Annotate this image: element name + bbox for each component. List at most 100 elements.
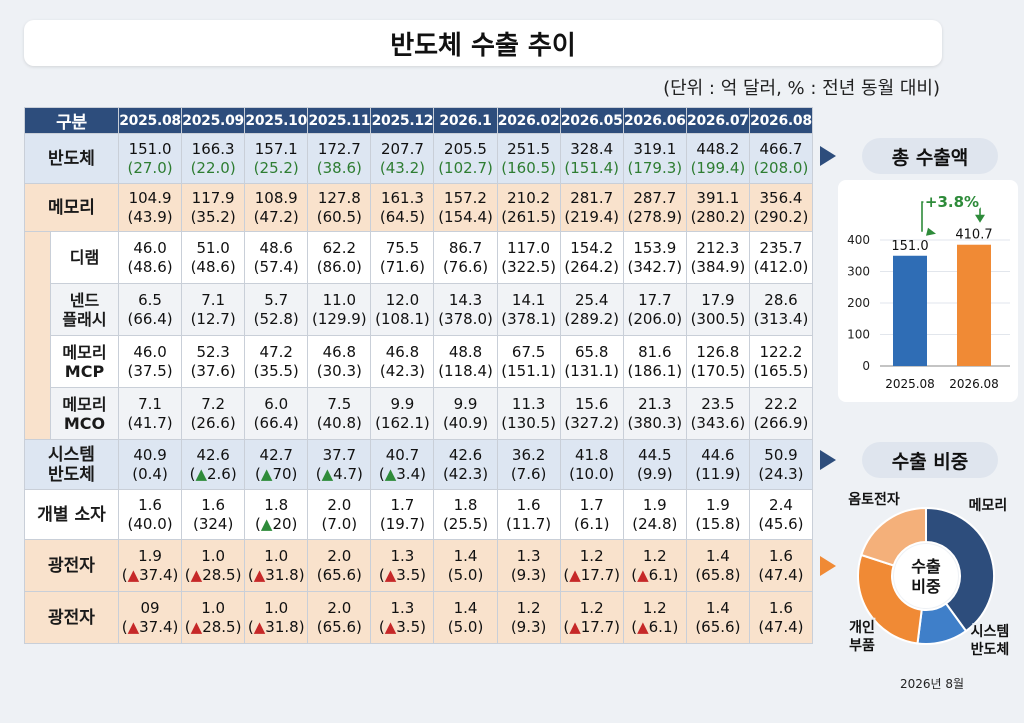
cell-yoy: (47.4): [758, 617, 804, 636]
cell-value: 67.5: [511, 342, 546, 361]
cell-value: 391.1: [696, 188, 740, 207]
cell-yoy: (290.2): [753, 207, 809, 226]
cell-value: 41.8: [575, 445, 609, 464]
table-cell: 46.0 (48.6): [117, 231, 183, 284]
table-cell: 22.2 (266.9): [748, 387, 814, 440]
cell-value: 1.3: [390, 598, 415, 617]
cell-value: 251.5: [507, 139, 551, 158]
table-cell: 1.6 (40.0): [117, 489, 183, 540]
cell-value: 52.3: [196, 342, 230, 361]
cell-yoy: (52.8): [253, 309, 299, 328]
column-header: 2026.05: [559, 107, 624, 134]
up-triangle-icon: ▲: [127, 565, 140, 584]
table-cell: 1.2 (▲17.7): [559, 539, 624, 592]
cell-yoy: (5.0): [447, 565, 484, 584]
total-export-pill: 총 수출액: [862, 138, 998, 174]
row-label-line: 메모리: [62, 342, 107, 362]
cell-yoy: (▲31.8): [247, 617, 305, 636]
cell-yoy: (▲37.4): [121, 565, 179, 584]
table-cell: 7.5 (40.8): [307, 387, 372, 440]
table-cell: 1.8 (▲20): [244, 489, 309, 540]
cell-value: 1.6: [201, 495, 226, 514]
cell-value: 466.7: [759, 139, 803, 158]
cell-value: 157.2: [444, 188, 487, 207]
table-cell: 1.0 (▲28.5): [181, 539, 246, 592]
cell-yoy: (165.5): [753, 361, 809, 380]
cell-yoy: (170.5): [690, 361, 746, 380]
cell-value: 46.8: [385, 342, 420, 361]
table-cell: 356.4 (290.2): [748, 183, 814, 232]
cell-yoy: (48.6): [190, 257, 236, 276]
cell-yoy: (266.9): [753, 413, 809, 432]
cell-value: 1.8: [453, 495, 478, 514]
cell-yoy: (35.2): [190, 207, 236, 226]
cell-yoy: (9.3): [510, 565, 547, 584]
cell-value: 7.5: [327, 394, 352, 413]
table-cell: 235.7 (412.0): [748, 231, 814, 284]
table-cell: 117.0 (322.5): [496, 231, 561, 284]
table-cell: 1.4 (5.0): [433, 539, 498, 592]
cell-value: 122.2: [759, 342, 803, 361]
cell-yoy: (▲70): [255, 464, 298, 483]
table-cell: 161.3 (64.5): [370, 183, 435, 232]
cell-yoy: (65.6): [316, 565, 362, 584]
table-cell: 2.0 (65.6): [307, 539, 372, 592]
donut-legend-label: 옴토전자: [848, 491, 900, 508]
table-cell: 46.8 (42.3): [370, 335, 435, 388]
cell-yoy: (▲6.1): [631, 565, 679, 584]
column-header: 2026.07: [685, 107, 750, 134]
table-cell: 14.1 (378.1): [496, 283, 561, 336]
donut-center-label: 수출: [911, 557, 941, 576]
unit-note: (단위 : 억 달러, % : 전년 동월 대비): [663, 78, 940, 99]
cell-yoy: (130.5): [501, 413, 556, 432]
cell-yoy: (45.6): [758, 514, 804, 533]
cell-value: 1.2: [642, 598, 667, 617]
up-triangle-icon: ▲: [569, 565, 581, 584]
table-cell: 210.2 (261.5): [496, 183, 561, 232]
table-cell: 1.4 (5.0): [433, 591, 498, 644]
cell-value: 328.4: [570, 139, 614, 158]
cell-yoy: (343.6): [690, 413, 746, 432]
cell-yoy: (▲28.5): [184, 565, 242, 584]
cell-value: 46.8: [322, 342, 357, 361]
cell-value: 205.5: [444, 139, 487, 158]
table-row: 광전자 09 (▲37.4) 1.0 (▲28.5) 1.0 (▲31.8) 2.0 (65.6…: [24, 591, 814, 644]
table-cell: 117.9 (35.2): [181, 183, 246, 232]
table-cell: 1.0 (▲31.8): [244, 591, 309, 644]
table-cell: 126.8 (170.5): [685, 335, 750, 388]
table-cell: 1.2 (▲6.1): [622, 591, 687, 644]
up-triangle-icon: ▲: [384, 617, 397, 636]
table-cell: 21.3 (380.3): [622, 387, 687, 440]
table-cell: 251.5 (160.5): [496, 133, 561, 184]
cell-yoy: (219.4): [564, 207, 620, 226]
cell-value: 1.2: [579, 546, 604, 565]
table-row: 광전자 1.9 (▲37.4) 1.0 (▲28.5) 1.0 (▲31.8) 2.0 (65.…: [24, 539, 814, 592]
table-cell: 40.9 (0.4): [117, 439, 183, 490]
cell-value: 157.1: [254, 139, 298, 158]
table-cell: 15.6 (327.2): [559, 387, 624, 440]
cell-value: 117.0: [507, 238, 551, 257]
cell-value: 9.9: [390, 394, 415, 413]
row-label: 광전자: [24, 591, 119, 644]
table-cell: 1.4 (65.8): [685, 539, 750, 592]
table-cell: 127.8 (60.5): [307, 183, 372, 232]
cell-yoy: (9.9): [637, 464, 673, 483]
cell-yoy: (380.3): [627, 413, 683, 432]
row-label-line: MCO: [63, 413, 106, 433]
cell-yoy: (208.0): [753, 158, 809, 177]
table-cell: 17.9 (300.5): [685, 283, 750, 336]
cell-yoy: (5.0): [447, 617, 484, 636]
cell-yoy: (378.0): [438, 309, 493, 328]
table-cell: 1.8 (25.5): [433, 489, 498, 540]
cell-value: 207.7: [380, 139, 424, 158]
table-cell: 51.0 (48.6): [181, 231, 246, 284]
table-cell: 67.5 (151.1): [496, 335, 561, 388]
up-triangle-icon: ▲: [569, 617, 581, 636]
cell-value: 42.6: [196, 445, 230, 464]
cell-yoy: (▲3.4): [378, 464, 426, 483]
table-cell: 2.0 (65.6): [307, 591, 372, 644]
cell-yoy: (▲20): [255, 514, 298, 533]
cell-yoy: (327.2): [564, 413, 620, 432]
table-cell: 7.1 (12.7): [181, 283, 246, 336]
cell-value: 48.8: [448, 342, 483, 361]
